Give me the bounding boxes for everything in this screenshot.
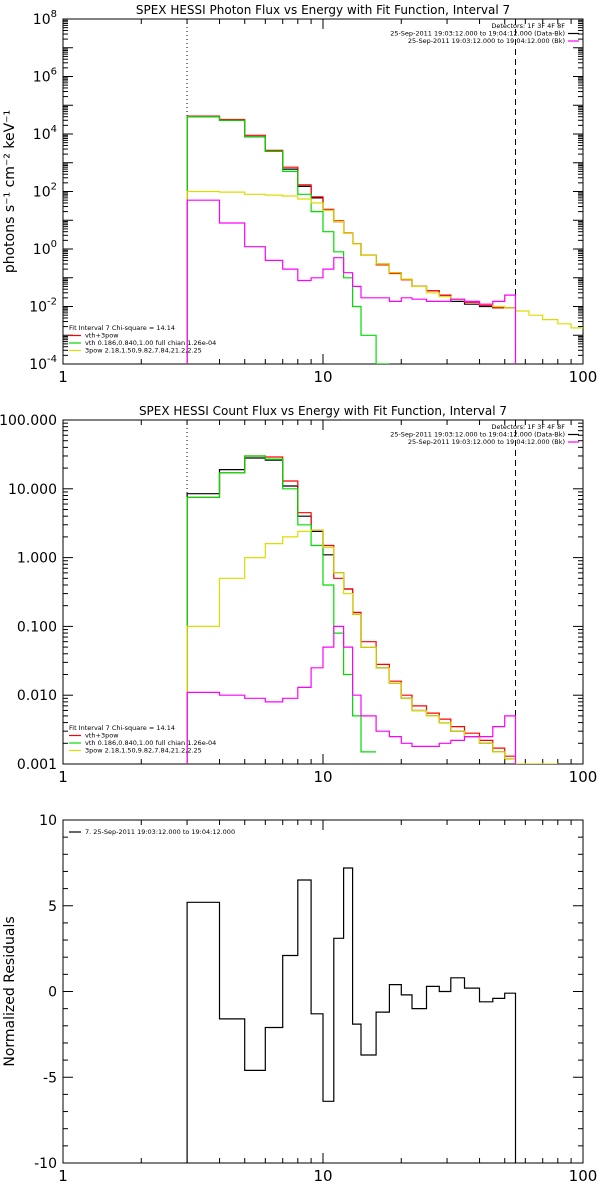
series-group [186, 867, 517, 1163]
series-vth-line [186, 116, 390, 364]
legend-entry-2: vth+3pow [85, 332, 119, 340]
legend-entry-1: 7. 25-Sep-2011 19:03:12.000 to 19:04:12.… [85, 828, 235, 836]
y-tick-label: 0.010 [17, 688, 57, 704]
plot-frame [62, 419, 584, 765]
y-tick-label: 10-2 [29, 297, 57, 316]
header-line-3: 25-Sep-2011 19:03:12.000 to 19:04:12.000… [408, 438, 565, 446]
series-bk-line [186, 199, 517, 364]
x-tick-label: 10 [313, 368, 332, 386]
legend-entry-2: vth+3pow [85, 732, 119, 740]
x-tick-label: 100 [569, 368, 598, 386]
x-tick-label: 1 [58, 1167, 68, 1185]
panel-3: 1 10 100 -10 -5 0 5 10 Normalized Residuals 7. 25… [2, 813, 597, 1185]
chart-title: SPEX HESSI Count Flux vs Energy with Fit… [139, 404, 507, 418]
y-tick-label: 10-4 [29, 354, 57, 373]
y-tick-label: 104 [33, 124, 57, 143]
header-line-1: Detectors: 1F 3F 4F 8F [491, 423, 565, 431]
plot-frame [62, 819, 584, 1164]
series-fit-line [186, 115, 516, 364]
y-tick-label: 108 [33, 9, 57, 28]
y-tick-label: -10 [34, 1156, 57, 1172]
y-tick-label: 5 [48, 899, 57, 915]
series-fit-line [186, 455, 516, 764]
y-tick-label: 100.000 [0, 413, 57, 429]
x-tick-label: 10 [313, 1167, 332, 1185]
y-axis-label: Normalized Residuals [2, 916, 18, 1066]
y-tick-label: -5 [43, 1070, 57, 1086]
plot-frame [62, 18, 584, 365]
y-tick-label: 100 [33, 239, 57, 258]
x-tick-label: 1 [58, 368, 68, 386]
y-tick-label: 0.100 [17, 619, 57, 635]
legend-entry-3: vth 0.186,0.840,1.00 full chian 1.26e-04 [85, 739, 216, 747]
x-tick-label: 100 [569, 1167, 598, 1185]
legend-entry-1: Fit Interval 7 Chi-square = 14.14 [69, 724, 175, 732]
legend-entry-4: 3pow 2.18,1.50,9.82,7.84,21.2,2.25 [85, 347, 202, 355]
y-tick-label: 0.001 [17, 757, 57, 773]
series-residuals-line [186, 867, 517, 1163]
header-line-3: 25-Sep-2011 19:03:12.000 to 19:04:12.000… [408, 37, 565, 45]
y-tick-label: 0 [48, 985, 57, 1001]
chart-title: SPEX HESSI Photon Flux vs Energy with Fi… [136, 3, 510, 17]
series-pow-line [186, 190, 583, 364]
y-tick-label: 10.000 [8, 482, 57, 498]
header-line-1: Detectors: 1F 3F 4F 8F [491, 22, 565, 30]
header-line-2: 25-Sep-2011 19:03:12.000 to 19:04:12.000… [390, 30, 565, 38]
legend-entry-3: vth 0.186,0.840,1.00 full chian 1.26e-04 [85, 339, 216, 347]
y-tick-label: 102 [33, 182, 57, 201]
series-group [186, 455, 558, 764]
y-axis-label: photons s⁻¹ cm⁻² keV⁻¹ [2, 110, 18, 273]
legend-entry-4: 3pow 2.18,1.50,9.82,7.84,21.2,2.25 [85, 747, 202, 755]
x-tick-label: 10 [313, 768, 332, 786]
header-line-2: 25-Sep-2011 19:03:12.000 to 19:04:12.000… [390, 431, 565, 439]
panel-1: SPEX HESSI Photon Flux vs Energy with Fi… [2, 3, 597, 386]
series-bk-line [186, 625, 517, 764]
series-data-line [186, 457, 516, 764]
series-data-line [186, 116, 516, 364]
legend-entry-1: Fit Interval 7 Chi-square = 14.14 [69, 324, 175, 332]
series-vth-line [186, 455, 377, 764]
panel-2: SPEX HESSI Count Flux vs Energy with Fit… [0, 404, 597, 786]
y-tick-label: 1.000 [17, 551, 57, 567]
series-group [186, 115, 583, 364]
x-tick-label: 100 [569, 768, 598, 786]
y-tick-label: 10 [39, 813, 57, 829]
x-tick-label: 1 [58, 768, 68, 786]
y-tick-label: 106 [33, 67, 57, 86]
series-pow-line [186, 529, 558, 764]
